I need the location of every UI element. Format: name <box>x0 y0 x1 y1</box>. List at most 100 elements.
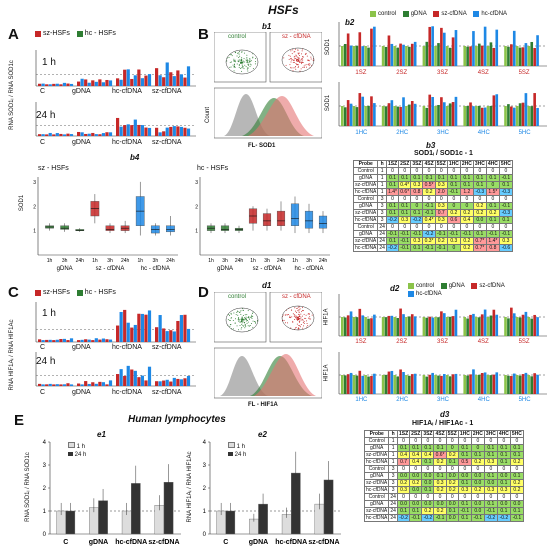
time-label: 24h <box>319 258 328 264</box>
sublabel-b1: b1 <box>262 22 272 31</box>
bar <box>445 106 449 126</box>
column-header: Probe <box>363 430 390 438</box>
xlabel-c: C <box>40 139 46 146</box>
dot <box>254 320 256 322</box>
tick-label: 1SZ <box>355 339 367 345</box>
tick-label: 2HC <box>396 397 409 403</box>
bar <box>454 373 458 394</box>
dot <box>308 59 310 61</box>
table-cell: 0.1 <box>485 216 500 224</box>
bar <box>45 134 49 136</box>
dot <box>243 68 245 70</box>
dot <box>297 52 299 54</box>
bar <box>370 28 373 67</box>
sublabel-d1: d1 <box>262 281 272 290</box>
bar <box>80 78 84 86</box>
flow-d1-control: control <box>228 294 247 300</box>
table-cell: 0.7 <box>434 209 448 217</box>
column-header: 2SZ <box>409 430 423 438</box>
dot <box>241 67 243 69</box>
bar <box>466 375 469 394</box>
table-row: Control 3 0 0 0 0 0 0 0 0 0 0 <box>363 465 524 473</box>
dot <box>299 59 301 61</box>
dot <box>301 60 303 62</box>
dot <box>287 322 289 324</box>
dot <box>255 322 257 324</box>
scatter-treated <box>283 48 315 72</box>
dot <box>244 61 246 63</box>
bar <box>413 41 417 66</box>
table-cell: -0.2 <box>421 514 435 522</box>
dot <box>305 317 307 319</box>
bar <box>126 322 130 342</box>
dot <box>299 61 301 63</box>
dot <box>236 63 238 65</box>
bar <box>521 47 525 66</box>
dot <box>302 310 304 312</box>
tick-label: 5SZ <box>518 70 530 76</box>
bar <box>443 32 446 66</box>
bar <box>399 369 402 394</box>
table-cell: 0.1 <box>457 451 472 459</box>
dot <box>299 70 301 72</box>
dot <box>241 321 243 323</box>
dot <box>308 63 310 65</box>
dot <box>241 70 243 72</box>
table-cell: 0.1 <box>472 181 487 189</box>
dot <box>295 327 297 329</box>
legend-sz: sz-HSFs <box>35 289 70 296</box>
table-cell: 0 <box>385 223 400 231</box>
dot <box>252 68 254 70</box>
table-cell: 0.3 <box>446 237 461 245</box>
scatter-control <box>226 51 256 72</box>
dot <box>239 67 241 69</box>
xlabel-hc: hc-cfDNA <box>112 88 142 95</box>
bar <box>483 309 487 336</box>
bar <box>402 97 405 126</box>
bar <box>77 340 81 342</box>
dot <box>308 65 310 67</box>
bar <box>133 370 137 386</box>
table-cell: 0.1 <box>385 202 400 210</box>
bar <box>62 384 67 386</box>
dot <box>295 326 297 328</box>
dot <box>248 60 250 62</box>
bar <box>466 46 469 66</box>
dot <box>294 314 296 316</box>
bar <box>512 313 516 336</box>
table-cell: 0.2 <box>445 486 459 494</box>
bar <box>463 46 467 66</box>
dot <box>301 63 303 65</box>
bar <box>66 133 70 136</box>
dot <box>238 64 240 66</box>
table-cell: 0.1 <box>498 216 513 224</box>
dot <box>298 314 300 316</box>
bar <box>399 308 402 336</box>
table-cell: -0.1 <box>459 230 474 238</box>
table-cell: 0.0 <box>496 500 511 508</box>
dot <box>292 320 294 322</box>
dot <box>302 321 304 323</box>
table-cell: 0 <box>459 202 474 210</box>
bar <box>510 44 513 66</box>
panel-a-legend: sz-HSFs hc - HSFs <box>35 30 121 39</box>
table-cell: hc-cfDNA <box>352 216 379 224</box>
table-cell: 0 <box>433 465 447 473</box>
table-cell: 0.4 <box>421 451 435 459</box>
e2-legend: 1 h 24 h <box>228 442 246 459</box>
bar <box>349 372 353 394</box>
time-label: 3h <box>222 258 228 264</box>
bar <box>489 105 493 126</box>
bar <box>518 317 522 336</box>
table-cell: Control <box>363 465 390 473</box>
dot <box>234 64 236 66</box>
table-cell: 0.7 <box>396 458 411 466</box>
table-cell: 0.6* <box>398 188 412 196</box>
table-cell: 0.1 <box>385 174 400 182</box>
bar <box>533 314 536 336</box>
bar <box>364 375 367 394</box>
bar <box>38 83 42 86</box>
table-cell: 0 <box>472 195 487 203</box>
bar <box>126 365 130 386</box>
dot <box>298 58 300 60</box>
